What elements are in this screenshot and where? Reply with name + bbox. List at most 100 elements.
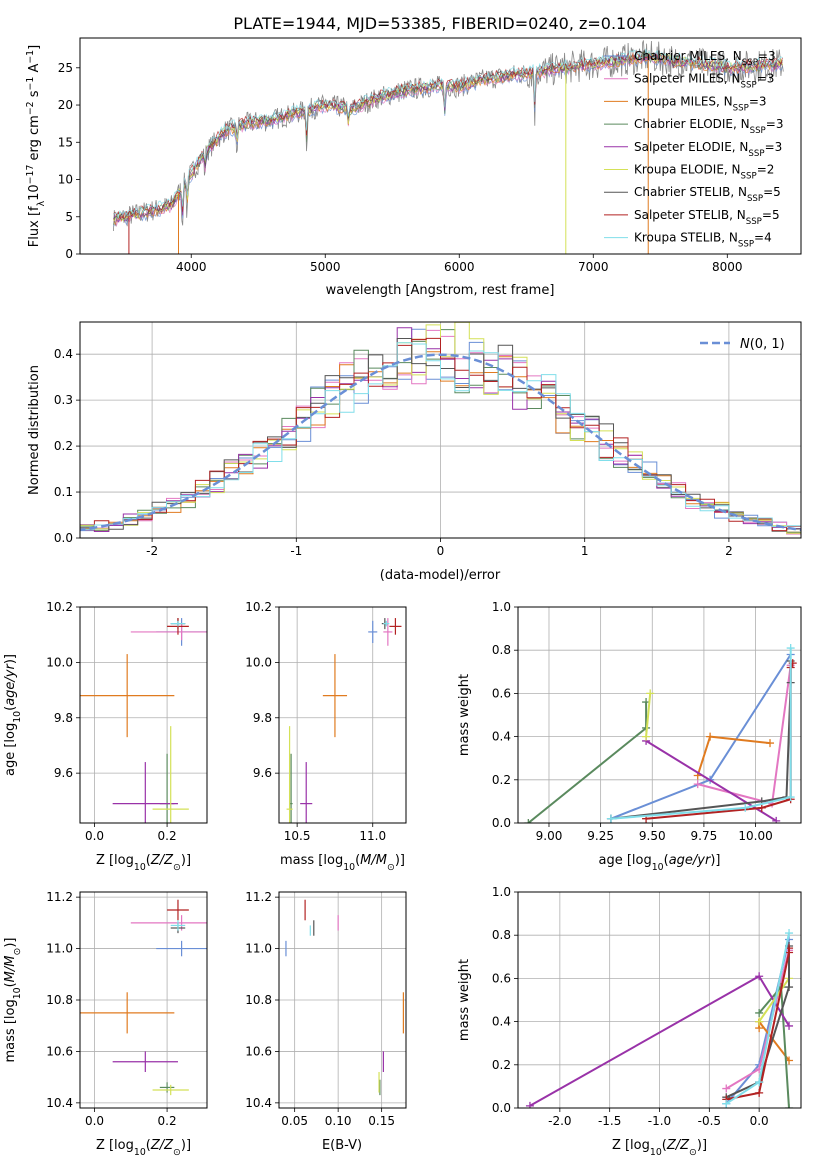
y-tick-label: 0.4 [492,1015,511,1029]
weight-marker [785,1021,794,1030]
axes-frame [517,606,802,824]
y-tick-label: 20 [58,98,73,112]
x-tick-label: 0.2 [158,829,177,843]
legend-label: Chabrier ELODIE, NSSP=3 [634,117,783,136]
x-tick-label: 0.0 [750,1114,769,1128]
model-spectrum-line [113,52,783,223]
weight-marker [772,816,781,823]
y-tick-label: 9.6 [54,766,73,780]
legend-label: Chabrier MILES, NSSP=3 [634,49,776,68]
y-tick-label: 0.2 [492,1058,511,1072]
weight-line [697,665,792,805]
figure-title: PLATE=1944, MJD=53385, FIBERID=0240, z=0… [233,14,646,33]
x-axis-label: age [log10(age/yr)] [598,853,720,873]
panel-age_vs_Z: 0.0 0.2 9.6 9.8 10.0 10.2 Z [log10(Z/Z⊙)] age [… [3,600,208,873]
legend-label: Salpeter STELIB, NSSP=5 [634,208,780,227]
weight-marker [525,1101,534,1108]
y-tick-label: 10.2 [245,600,272,614]
y-tick-label: 0.4 [492,730,511,744]
legend-label: Salpeter MILES, NSSP=3 [634,72,774,91]
weight-marker [785,1104,794,1108]
x-tick-label: 9.00 [536,829,563,843]
x-axis-label: Z [log10(Z/Z⊙)] [96,1138,191,1158]
legend-label: Salpeter ELODIE, NSSP=3 [634,140,782,159]
x-axis-label: wavelength [Angstrom, rest frame] [326,283,555,298]
x-tick-label: 0.2 [158,1114,177,1128]
gaussian-curve [80,353,801,532]
y-tick-label: 11.0 [245,942,272,956]
y-tick-label: 9.8 [54,711,73,725]
axes-frame [79,37,802,255]
legend-label: Chabrier STELIB, NSSP=5 [634,185,781,204]
y-tick-label: 10.6 [245,1044,272,1058]
y-tick-label: 1.0 [492,885,511,899]
weight-line [610,661,792,820]
data-spectrum [113,40,784,232]
axes-frame [517,891,802,1109]
y-tick-label: 10 [58,173,73,187]
x-tick-label: 0 [437,544,445,558]
plot-area [524,644,797,823]
y-tick-label: 5 [65,210,73,224]
y-tick-label: 0.0 [492,816,511,830]
x-tick-label: 0.15 [368,1114,395,1128]
y-axis-label: mass weight [457,959,472,1041]
y-tick-label: 10.6 [46,1044,73,1058]
x-tick-label: -1 [290,544,302,558]
weight-line [726,948,790,1101]
plot-area [80,899,207,1096]
y-tick-label: 0.0 [54,531,73,545]
x-tick-label: -1.0 [648,1114,671,1128]
axes-frame [79,321,802,539]
y-tick-label: 10.8 [46,993,73,1007]
panel-weight_vs_age: 9.00 9.25 9.50 9.75 10.00 0.0 0.2 0.4 0.6 0.8 1.0 a… [457,600,802,873]
weight-line [725,946,790,1099]
x-tick-label: 6000 [444,260,475,274]
weight-marker [755,1078,764,1087]
legend-label: Kroupa MILES, NSSP=3 [634,94,767,113]
panel-spectrum: 4000 5000 6000 7000 8000 0 5 10 15 20 25 Chabrier M… [25,37,802,298]
x-tick-label: -0.5 [698,1114,721,1128]
weight-marker [741,803,750,812]
weight-line [527,702,648,823]
x-tick-label: 10.00 [738,829,772,843]
x-axis-label: mass [log10(M/M⊙)] [280,853,405,873]
weight-marker [786,793,795,802]
y-tick-label: 0.8 [492,928,511,942]
panel-age_vs_mass: 10.5 11.0 9.6 9.8 10.0 10.2 mass [log10(M/M⊙)] [245,600,407,873]
y-tick-label: 0.8 [492,643,511,657]
x-tick-label: 10.5 [284,829,311,843]
weight-marker [755,1088,764,1097]
x-tick-label: 8000 [712,260,743,274]
x-axis-label: Z [log10(Z/Z⊙)] [612,1138,707,1158]
weight-marker [785,983,794,992]
x-tick-label: 4000 [176,260,207,274]
weight-marker [755,1008,764,1017]
x-tick-label: 11.0 [359,829,386,843]
x-tick-label: 5000 [310,260,341,274]
x-tick-label: -1.5 [598,1114,621,1128]
x-tick-label: 1 [581,544,589,558]
weight-line [645,693,652,737]
y-tick-label: 10.2 [46,600,73,614]
y-tick-label: 0.1 [54,485,73,499]
legend-label: Kroupa ELODIE, NSSP=2 [634,163,774,182]
weight-marker [722,1084,731,1093]
plot-area [80,322,801,535]
weight-marker [642,732,651,741]
x-tick-label: -2 [146,544,158,558]
weight-line [758,977,790,1023]
y-axis-label: mass weight [457,674,472,756]
y-tick-label: 0.6 [492,686,511,700]
plot-area [285,899,404,1096]
y-tick-label: 0.2 [492,773,511,787]
axes-frame [79,891,208,1109]
x-tick-label: 9.50 [639,829,666,843]
axes-frame [79,606,208,824]
y-tick-label: 10.4 [245,1096,272,1110]
weight-marker [722,1099,731,1108]
x-tick-label: 0.0 [85,1114,104,1128]
y-tick-label: 10.4 [46,1096,73,1110]
x-tick-label: 9.75 [691,829,718,843]
weight-marker [755,1017,764,1026]
